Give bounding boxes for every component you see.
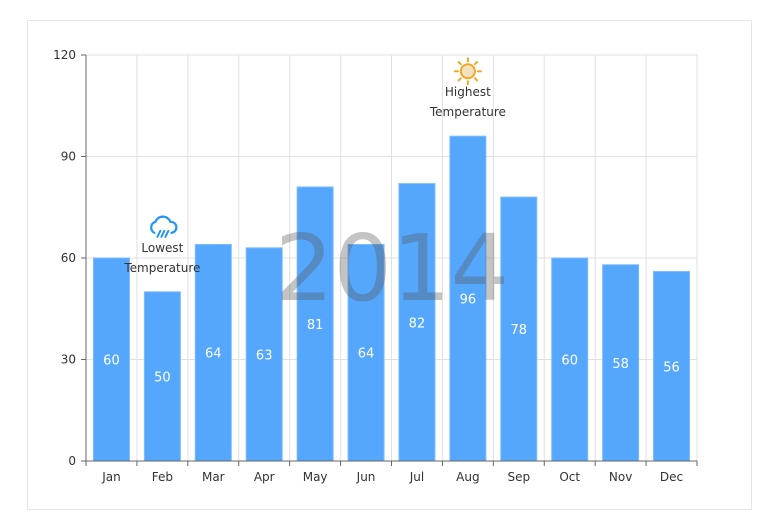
bar-sep xyxy=(500,196,538,462)
data-label: 50 xyxy=(154,370,171,385)
data-label: 96 xyxy=(460,293,477,308)
bar-apr xyxy=(245,247,283,462)
bar-jan xyxy=(92,257,130,462)
bar-jul xyxy=(398,183,436,462)
data-label: 60 xyxy=(561,354,578,369)
x-tick-label: Jun xyxy=(356,470,376,484)
x-tick-label: Apr xyxy=(254,470,275,484)
data-label: 63 xyxy=(256,348,273,363)
y-tick-label: 30 xyxy=(61,353,76,367)
y-tick-label: 60 xyxy=(61,251,76,265)
annotation-label: Temperature xyxy=(429,105,506,119)
data-label: 78 xyxy=(511,323,528,338)
data-label: 81 xyxy=(307,318,324,333)
x-tick-label: Oct xyxy=(559,470,580,484)
data-label: 60 xyxy=(103,354,120,369)
y-tick-label: 120 xyxy=(53,48,76,62)
x-tick-label: Aug xyxy=(456,470,479,484)
y-tick-label: 90 xyxy=(61,150,76,164)
data-label: 58 xyxy=(612,357,629,372)
bar-mar xyxy=(194,243,232,462)
bar-jun xyxy=(347,243,385,462)
bar-may xyxy=(296,186,334,462)
annotation-label: Temperature xyxy=(123,261,200,275)
chart-card xyxy=(27,20,752,510)
x-tick-label: Jan xyxy=(101,470,121,484)
x-tick-label: May xyxy=(303,470,328,484)
x-tick-label: Jul xyxy=(409,470,424,484)
data-label: 64 xyxy=(358,347,375,362)
x-tick-label: Sep xyxy=(507,470,530,484)
annotation-label: Lowest xyxy=(141,241,183,255)
bar-dec xyxy=(653,271,691,462)
bar-oct xyxy=(551,257,589,462)
data-label: 82 xyxy=(409,316,426,331)
y-tick-label: 0 xyxy=(68,454,76,468)
data-label: 56 xyxy=(663,360,680,375)
data-label: 64 xyxy=(205,347,222,362)
sun-icon xyxy=(453,57,482,86)
x-tick-label: Nov xyxy=(609,470,632,484)
annotation-label: Highest xyxy=(445,85,491,99)
x-tick-label: Feb xyxy=(152,470,173,484)
x-tick-label: Mar xyxy=(202,470,225,484)
watermark-year: 2014 xyxy=(275,215,509,322)
x-tick-label: Dec xyxy=(660,470,683,484)
rain-cloud-icon xyxy=(150,215,178,238)
bar-feb xyxy=(143,291,181,462)
bar-nov xyxy=(602,264,640,462)
